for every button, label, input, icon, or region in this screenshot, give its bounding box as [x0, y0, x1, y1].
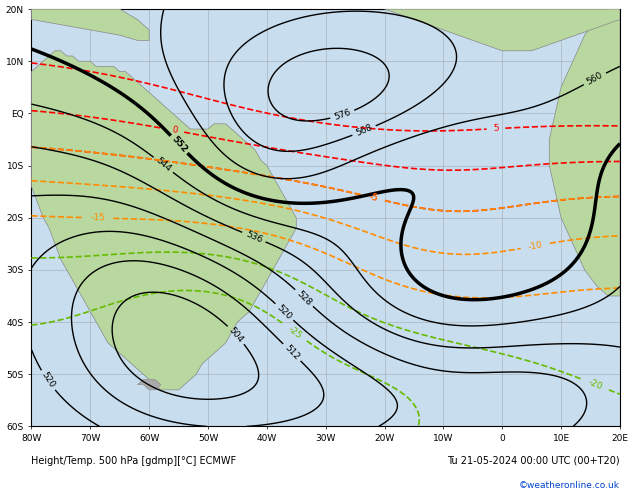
- Polygon shape: [549, 9, 620, 296]
- Text: Tu 21-05-2024 00:00 UTC (00+T20): Tu 21-05-2024 00:00 UTC (00+T20): [448, 456, 620, 466]
- Text: Height/Temp. 500 hPa [gdmp][°C] ECMWF: Height/Temp. 500 hPa [gdmp][°C] ECMWF: [32, 456, 236, 466]
- Polygon shape: [138, 379, 161, 390]
- Text: 0: 0: [171, 125, 179, 135]
- Text: 536: 536: [244, 229, 264, 245]
- Text: -15: -15: [91, 213, 106, 222]
- Text: 528: 528: [295, 289, 313, 307]
- Text: -20: -20: [587, 377, 604, 392]
- Text: -5: -5: [368, 193, 379, 203]
- Text: -25: -25: [287, 324, 304, 341]
- Polygon shape: [32, 51, 296, 390]
- Text: 544: 544: [154, 156, 172, 174]
- Text: 560: 560: [585, 71, 605, 87]
- Polygon shape: [32, 9, 149, 40]
- Text: -5: -5: [368, 193, 379, 203]
- Text: 552: 552: [169, 134, 189, 154]
- Text: 520: 520: [39, 371, 56, 390]
- Text: 5: 5: [493, 124, 499, 133]
- Text: 520: 520: [275, 303, 294, 321]
- Text: -10: -10: [527, 240, 543, 252]
- Text: 568: 568: [354, 123, 374, 138]
- Text: 504: 504: [227, 325, 245, 344]
- Text: 576: 576: [333, 108, 352, 122]
- Text: 512: 512: [283, 343, 301, 362]
- Text: ©weatheronline.co.uk: ©weatheronline.co.uk: [519, 481, 620, 490]
- Polygon shape: [385, 9, 620, 51]
